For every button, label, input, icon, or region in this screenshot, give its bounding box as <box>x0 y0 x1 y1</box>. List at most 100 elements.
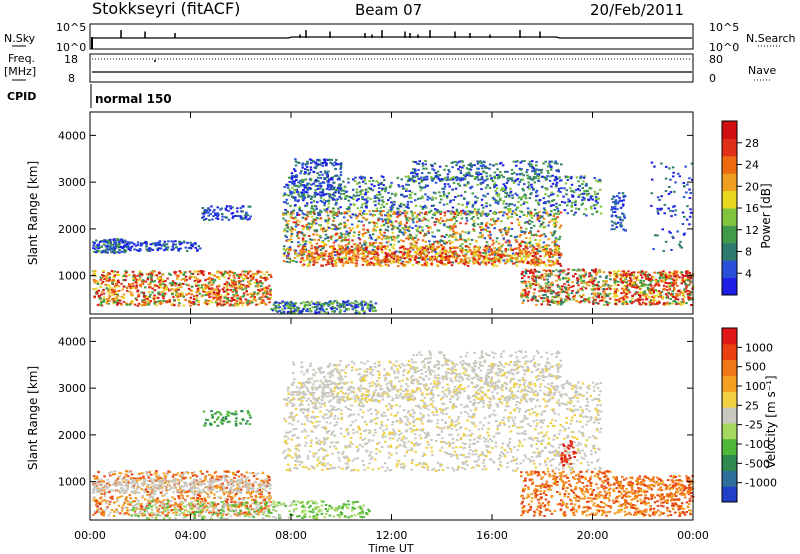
power-echo-cell <box>461 209 465 212</box>
power-echo-cell <box>347 238 350 241</box>
power-echo-cell <box>304 248 308 251</box>
power-echo-cell <box>398 214 401 217</box>
power-echo-cell <box>554 219 557 222</box>
power-echo-cell <box>385 253 388 256</box>
power-echo-cell <box>516 178 520 180</box>
power-echo-cell <box>306 169 310 171</box>
power-echo-cell <box>195 279 199 282</box>
power-echo-cell <box>511 196 514 199</box>
power-echo-cell <box>231 290 234 293</box>
power-echo-cell <box>472 260 475 263</box>
power-echo-cell <box>485 241 489 244</box>
power-echo-cell <box>550 185 553 188</box>
power-echo-cell <box>291 228 294 231</box>
power-echo-cell <box>325 312 328 314</box>
power-echo-cell <box>497 258 500 261</box>
power-echo-cell <box>302 189 305 192</box>
power-echo-cell <box>547 300 550 303</box>
power-echo-cell <box>294 204 297 206</box>
power-echo-cell <box>101 250 105 252</box>
power-echo-cell <box>340 245 343 248</box>
power-echo-cell <box>496 202 500 205</box>
power-echo-cell <box>339 167 342 170</box>
power-echo-cell <box>301 238 305 241</box>
power-echo-cell <box>492 264 495 267</box>
power-echo-cell <box>431 257 434 260</box>
power-echo-cell <box>537 277 541 279</box>
power-echo-cell <box>209 295 213 298</box>
power-echo-cell <box>350 245 354 248</box>
power-echo-cell <box>464 239 468 242</box>
power-echo-cell <box>301 166 304 169</box>
power-echo-cell <box>366 307 370 310</box>
power-echo-cell <box>232 274 235 277</box>
power-echo-cell <box>102 300 105 303</box>
power-echo-cell <box>331 250 335 253</box>
power-echo-cell <box>561 269 564 272</box>
power-echo-cell <box>385 264 388 267</box>
power-echo-cell <box>507 239 511 242</box>
power-echo-cell <box>410 210 413 213</box>
power-echo-cell <box>418 225 421 228</box>
power-echo-cell <box>212 296 216 299</box>
power-echo-cell <box>538 169 541 172</box>
power-echo-cell <box>447 192 451 195</box>
power-echo-cell <box>543 176 547 179</box>
power-echo-cell <box>398 185 401 188</box>
power-echo-cell <box>490 249 494 252</box>
power-echo-cell <box>362 235 365 238</box>
power-echo-cell <box>447 169 450 171</box>
power-echo-cell <box>537 230 540 233</box>
power-echo-cell <box>252 293 256 296</box>
power-echo-cell <box>310 195 314 198</box>
power-echo-cell <box>303 213 306 216</box>
power-echo-cell <box>369 304 373 307</box>
power-echo-cell <box>372 264 376 267</box>
power-echo-cell <box>559 252 563 255</box>
power-echo-cell <box>582 285 585 288</box>
power-echo-cell <box>300 178 304 181</box>
power-echo-cell <box>547 224 550 227</box>
power-echo-cell <box>331 264 335 267</box>
power-echo-cell <box>421 196 424 199</box>
power-echo-cell <box>389 210 393 213</box>
power-echo-cell <box>291 217 294 220</box>
power-echo-cell <box>191 285 194 288</box>
power-echo-cell <box>557 170 560 173</box>
power-echo-cell <box>350 259 353 261</box>
power-echo-cell <box>593 278 597 281</box>
power-echo-cell <box>459 245 462 247</box>
power-echo-cell <box>111 294 114 297</box>
power-echo-cell <box>349 216 353 219</box>
power-echo-cell <box>500 211 504 213</box>
power-echo-cell <box>482 255 486 258</box>
power-echo-cell <box>298 206 301 209</box>
power-echo-cell <box>493 251 496 254</box>
power-echo-cell <box>293 176 297 179</box>
power-echo-cell <box>423 217 427 220</box>
power-echo-cell <box>294 253 297 256</box>
power-echo-cell <box>577 194 581 197</box>
power-echo-cell <box>302 240 306 243</box>
power-echo-cell <box>545 188 548 191</box>
power-echo-cell <box>409 237 412 239</box>
power-echo-cell <box>410 235 413 238</box>
power-echo-cell <box>454 250 457 253</box>
power-echo-cell <box>580 203 583 206</box>
power-echo-cell <box>488 259 491 262</box>
power-echo-cell <box>542 294 545 297</box>
power-echo-cell <box>373 197 377 199</box>
power-echo-cell <box>162 289 166 292</box>
power-echo-cell <box>312 302 315 305</box>
power-echo-cell <box>546 213 549 216</box>
power-echo-cell <box>426 195 430 198</box>
power-echo-cell <box>108 299 111 302</box>
power-echo-cell <box>452 181 456 184</box>
power-echo-cell <box>204 279 207 282</box>
power-echo-cell <box>421 258 424 261</box>
power-echo-cell <box>447 260 451 262</box>
power-echo-cell <box>495 250 499 253</box>
power-echo-cell <box>465 172 469 175</box>
power-echo-cell <box>339 164 343 167</box>
power-echo-cell <box>362 247 365 250</box>
